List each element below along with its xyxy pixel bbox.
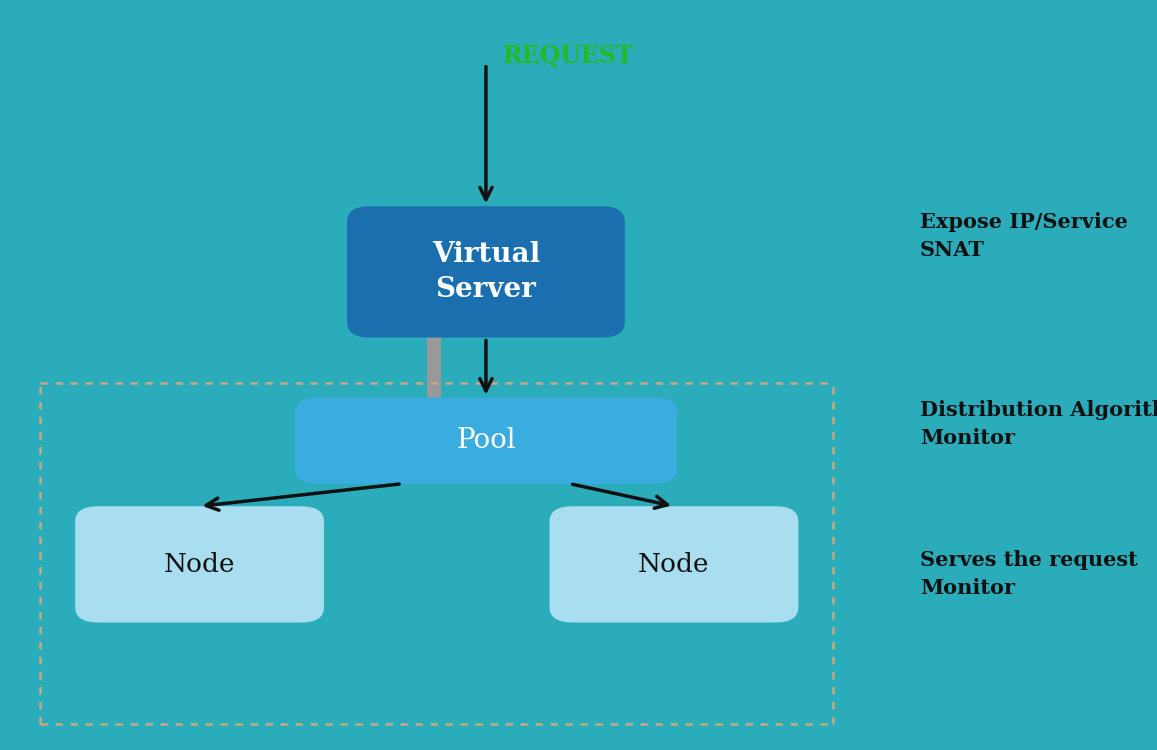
Text: Node: Node [164,552,235,577]
Text: Node: Node [639,552,709,577]
Text: Pool: Pool [456,427,516,454]
FancyBboxPatch shape [427,382,441,393]
FancyBboxPatch shape [427,342,441,352]
FancyBboxPatch shape [427,372,441,382]
Text: Virtual
Server: Virtual Server [432,241,540,303]
FancyBboxPatch shape [347,206,625,338]
FancyBboxPatch shape [427,352,441,363]
FancyBboxPatch shape [550,506,798,622]
Text: REQUEST: REQUEST [503,44,634,68]
Text: Expose IP/Service
SNAT: Expose IP/Service SNAT [920,212,1128,260]
FancyBboxPatch shape [427,332,441,343]
Text: Distribution Algorithm
Monitor: Distribution Algorithm Monitor [920,400,1157,448]
FancyBboxPatch shape [75,506,324,622]
Text: Serves the request
Monitor: Serves the request Monitor [920,550,1137,598]
FancyBboxPatch shape [427,362,441,373]
FancyBboxPatch shape [427,392,441,403]
FancyBboxPatch shape [295,398,677,484]
